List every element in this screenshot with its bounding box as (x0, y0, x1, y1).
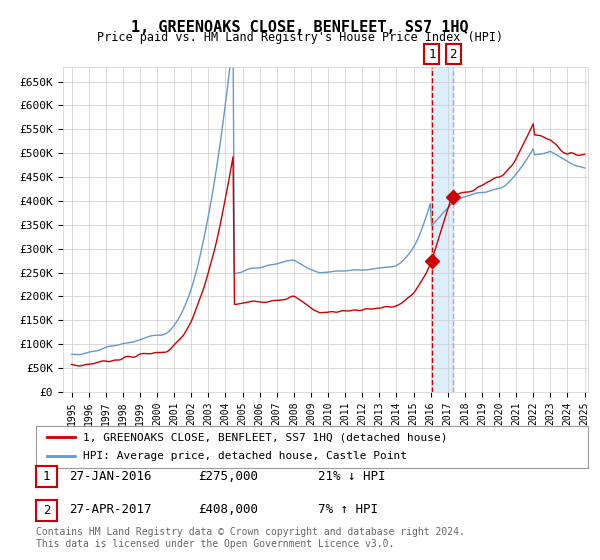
Text: £275,000: £275,000 (198, 469, 258, 483)
Text: 2: 2 (449, 48, 457, 60)
Text: Contains HM Land Registry data © Crown copyright and database right 2024.
This d: Contains HM Land Registry data © Crown c… (36, 527, 465, 549)
Text: HPI: Average price, detached house, Castle Point: HPI: Average price, detached house, Cast… (83, 451, 407, 461)
Text: 7% ↑ HPI: 7% ↑ HPI (318, 503, 378, 516)
Text: 21% ↓ HPI: 21% ↓ HPI (318, 469, 386, 483)
Text: 27-APR-2017: 27-APR-2017 (69, 503, 151, 516)
Text: 1, GREENOAKS CLOSE, BENFLEET, SS7 1HQ (detached house): 1, GREENOAKS CLOSE, BENFLEET, SS7 1HQ (d… (83, 432, 448, 442)
Bar (432, 67, 453, 392)
Text: 1: 1 (428, 48, 436, 60)
Text: 2: 2 (43, 503, 50, 517)
Text: £408,000: £408,000 (198, 503, 258, 516)
Text: 1: 1 (43, 470, 50, 483)
Text: 1, GREENOAKS CLOSE, BENFLEET, SS7 1HQ: 1, GREENOAKS CLOSE, BENFLEET, SS7 1HQ (131, 20, 469, 35)
Text: Price paid vs. HM Land Registry's House Price Index (HPI): Price paid vs. HM Land Registry's House … (97, 31, 503, 44)
Text: 27-JAN-2016: 27-JAN-2016 (69, 469, 151, 483)
